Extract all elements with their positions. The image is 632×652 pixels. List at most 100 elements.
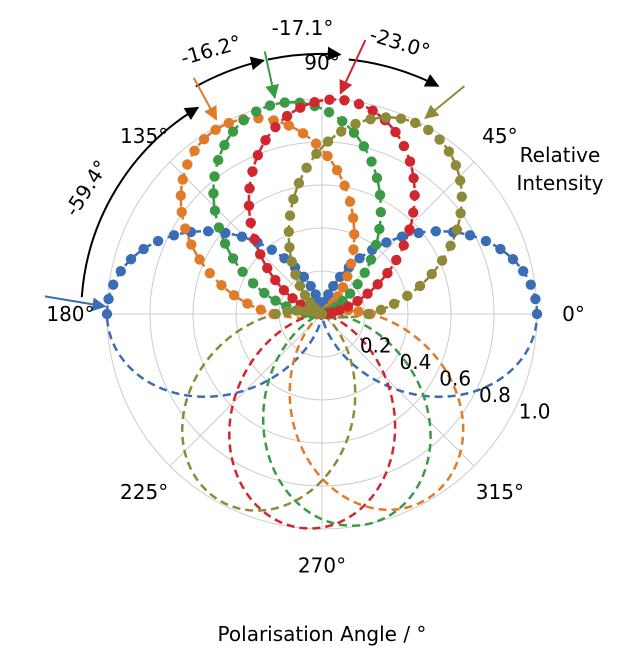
data-point bbox=[323, 107, 335, 118]
data-point bbox=[249, 233, 260, 245]
data-point bbox=[455, 208, 466, 219]
data-point bbox=[430, 226, 442, 237]
data-point bbox=[236, 231, 248, 242]
data-point bbox=[337, 116, 348, 127]
data-point bbox=[168, 230, 180, 241]
data-point bbox=[365, 254, 377, 265]
data-point bbox=[228, 290, 240, 301]
phase-label: -16.2° bbox=[178, 30, 244, 70]
data-point bbox=[219, 238, 231, 249]
data-point bbox=[398, 240, 409, 251]
data-point bbox=[354, 253, 365, 264]
data-point bbox=[242, 298, 253, 309]
data-point bbox=[305, 280, 316, 292]
data-point bbox=[311, 148, 322, 160]
data-point bbox=[398, 140, 410, 152]
y-axis-label-line-1: Relative bbox=[520, 143, 601, 167]
data-point bbox=[348, 244, 359, 255]
data-point bbox=[182, 159, 193, 170]
data-point bbox=[495, 243, 506, 255]
angle-tick-label: 270° bbox=[298, 554, 346, 578]
data-point bbox=[413, 227, 424, 239]
data-point bbox=[279, 97, 290, 108]
data-point bbox=[328, 280, 339, 292]
data-point bbox=[295, 102, 306, 113]
phase-arc-1 bbox=[195, 56, 265, 88]
data-point bbox=[480, 235, 492, 247]
data-point bbox=[344, 288, 356, 299]
data-point bbox=[350, 118, 361, 130]
peak-pointer-4 bbox=[424, 85, 466, 119]
data-point bbox=[507, 254, 519, 265]
data-point bbox=[270, 295, 281, 306]
data-point bbox=[298, 271, 310, 283]
data-point bbox=[451, 224, 463, 235]
x-axis-label: Polarisation Angle / ° bbox=[218, 622, 427, 646]
data-point bbox=[208, 188, 219, 199]
data-point bbox=[395, 113, 407, 124]
data-point bbox=[264, 100, 276, 111]
data-point bbox=[402, 290, 413, 302]
data-point bbox=[260, 135, 271, 146]
data-point bbox=[358, 141, 370, 152]
data-point bbox=[410, 117, 421, 129]
data-point bbox=[284, 242, 295, 253]
data-point bbox=[367, 105, 378, 116]
data-point bbox=[359, 267, 370, 278]
data-point bbox=[414, 280, 426, 292]
data-point bbox=[138, 243, 149, 255]
data-point bbox=[152, 235, 164, 247]
data-point bbox=[189, 145, 200, 157]
angle-tick-label: 135° bbox=[120, 124, 168, 148]
data-point bbox=[270, 274, 281, 286]
data-point bbox=[219, 139, 230, 151]
peak-pointer-0 bbox=[44, 295, 107, 312]
data-point bbox=[348, 127, 360, 138]
data-point bbox=[456, 191, 467, 202]
data-point bbox=[372, 279, 383, 290]
data-point bbox=[237, 266, 248, 277]
data-point bbox=[352, 278, 363, 290]
data-point bbox=[259, 287, 270, 299]
radial-tick-label: 0.4 bbox=[400, 350, 432, 374]
data-point bbox=[270, 308, 281, 320]
data-point bbox=[309, 96, 320, 108]
data-point bbox=[209, 171, 220, 182]
data-point bbox=[375, 206, 387, 218]
data-point bbox=[530, 293, 541, 305]
data-point bbox=[436, 255, 448, 266]
data-point bbox=[408, 207, 419, 218]
data-point bbox=[324, 94, 335, 105]
data-point bbox=[194, 254, 205, 265]
data-point bbox=[349, 228, 360, 240]
data-point bbox=[337, 282, 349, 293]
data-point bbox=[391, 254, 402, 266]
data-point bbox=[270, 121, 281, 133]
data-point bbox=[434, 134, 445, 145]
radial-tick-label: 0.6 bbox=[439, 366, 471, 390]
data-point bbox=[175, 190, 187, 201]
data-point bbox=[282, 306, 293, 317]
data-point bbox=[445, 240, 456, 251]
data-point bbox=[227, 253, 239, 264]
phase-arc-3 bbox=[348, 58, 440, 87]
data-point bbox=[454, 175, 466, 186]
data-point bbox=[223, 117, 235, 129]
data-point bbox=[216, 279, 227, 291]
data-point bbox=[301, 162, 312, 174]
data-point bbox=[347, 212, 359, 224]
data-point bbox=[339, 180, 350, 191]
data-point bbox=[209, 205, 221, 216]
data-point bbox=[322, 136, 334, 147]
data-point bbox=[366, 156, 377, 167]
data-point bbox=[374, 223, 385, 235]
data-point bbox=[251, 106, 262, 117]
data-point bbox=[287, 293, 298, 304]
data-point bbox=[450, 160, 462, 171]
data-point bbox=[204, 267, 216, 279]
data-point bbox=[288, 194, 299, 205]
data-point bbox=[363, 308, 374, 320]
data-point bbox=[374, 189, 386, 201]
data-point bbox=[409, 190, 420, 201]
data-point bbox=[294, 280, 306, 292]
